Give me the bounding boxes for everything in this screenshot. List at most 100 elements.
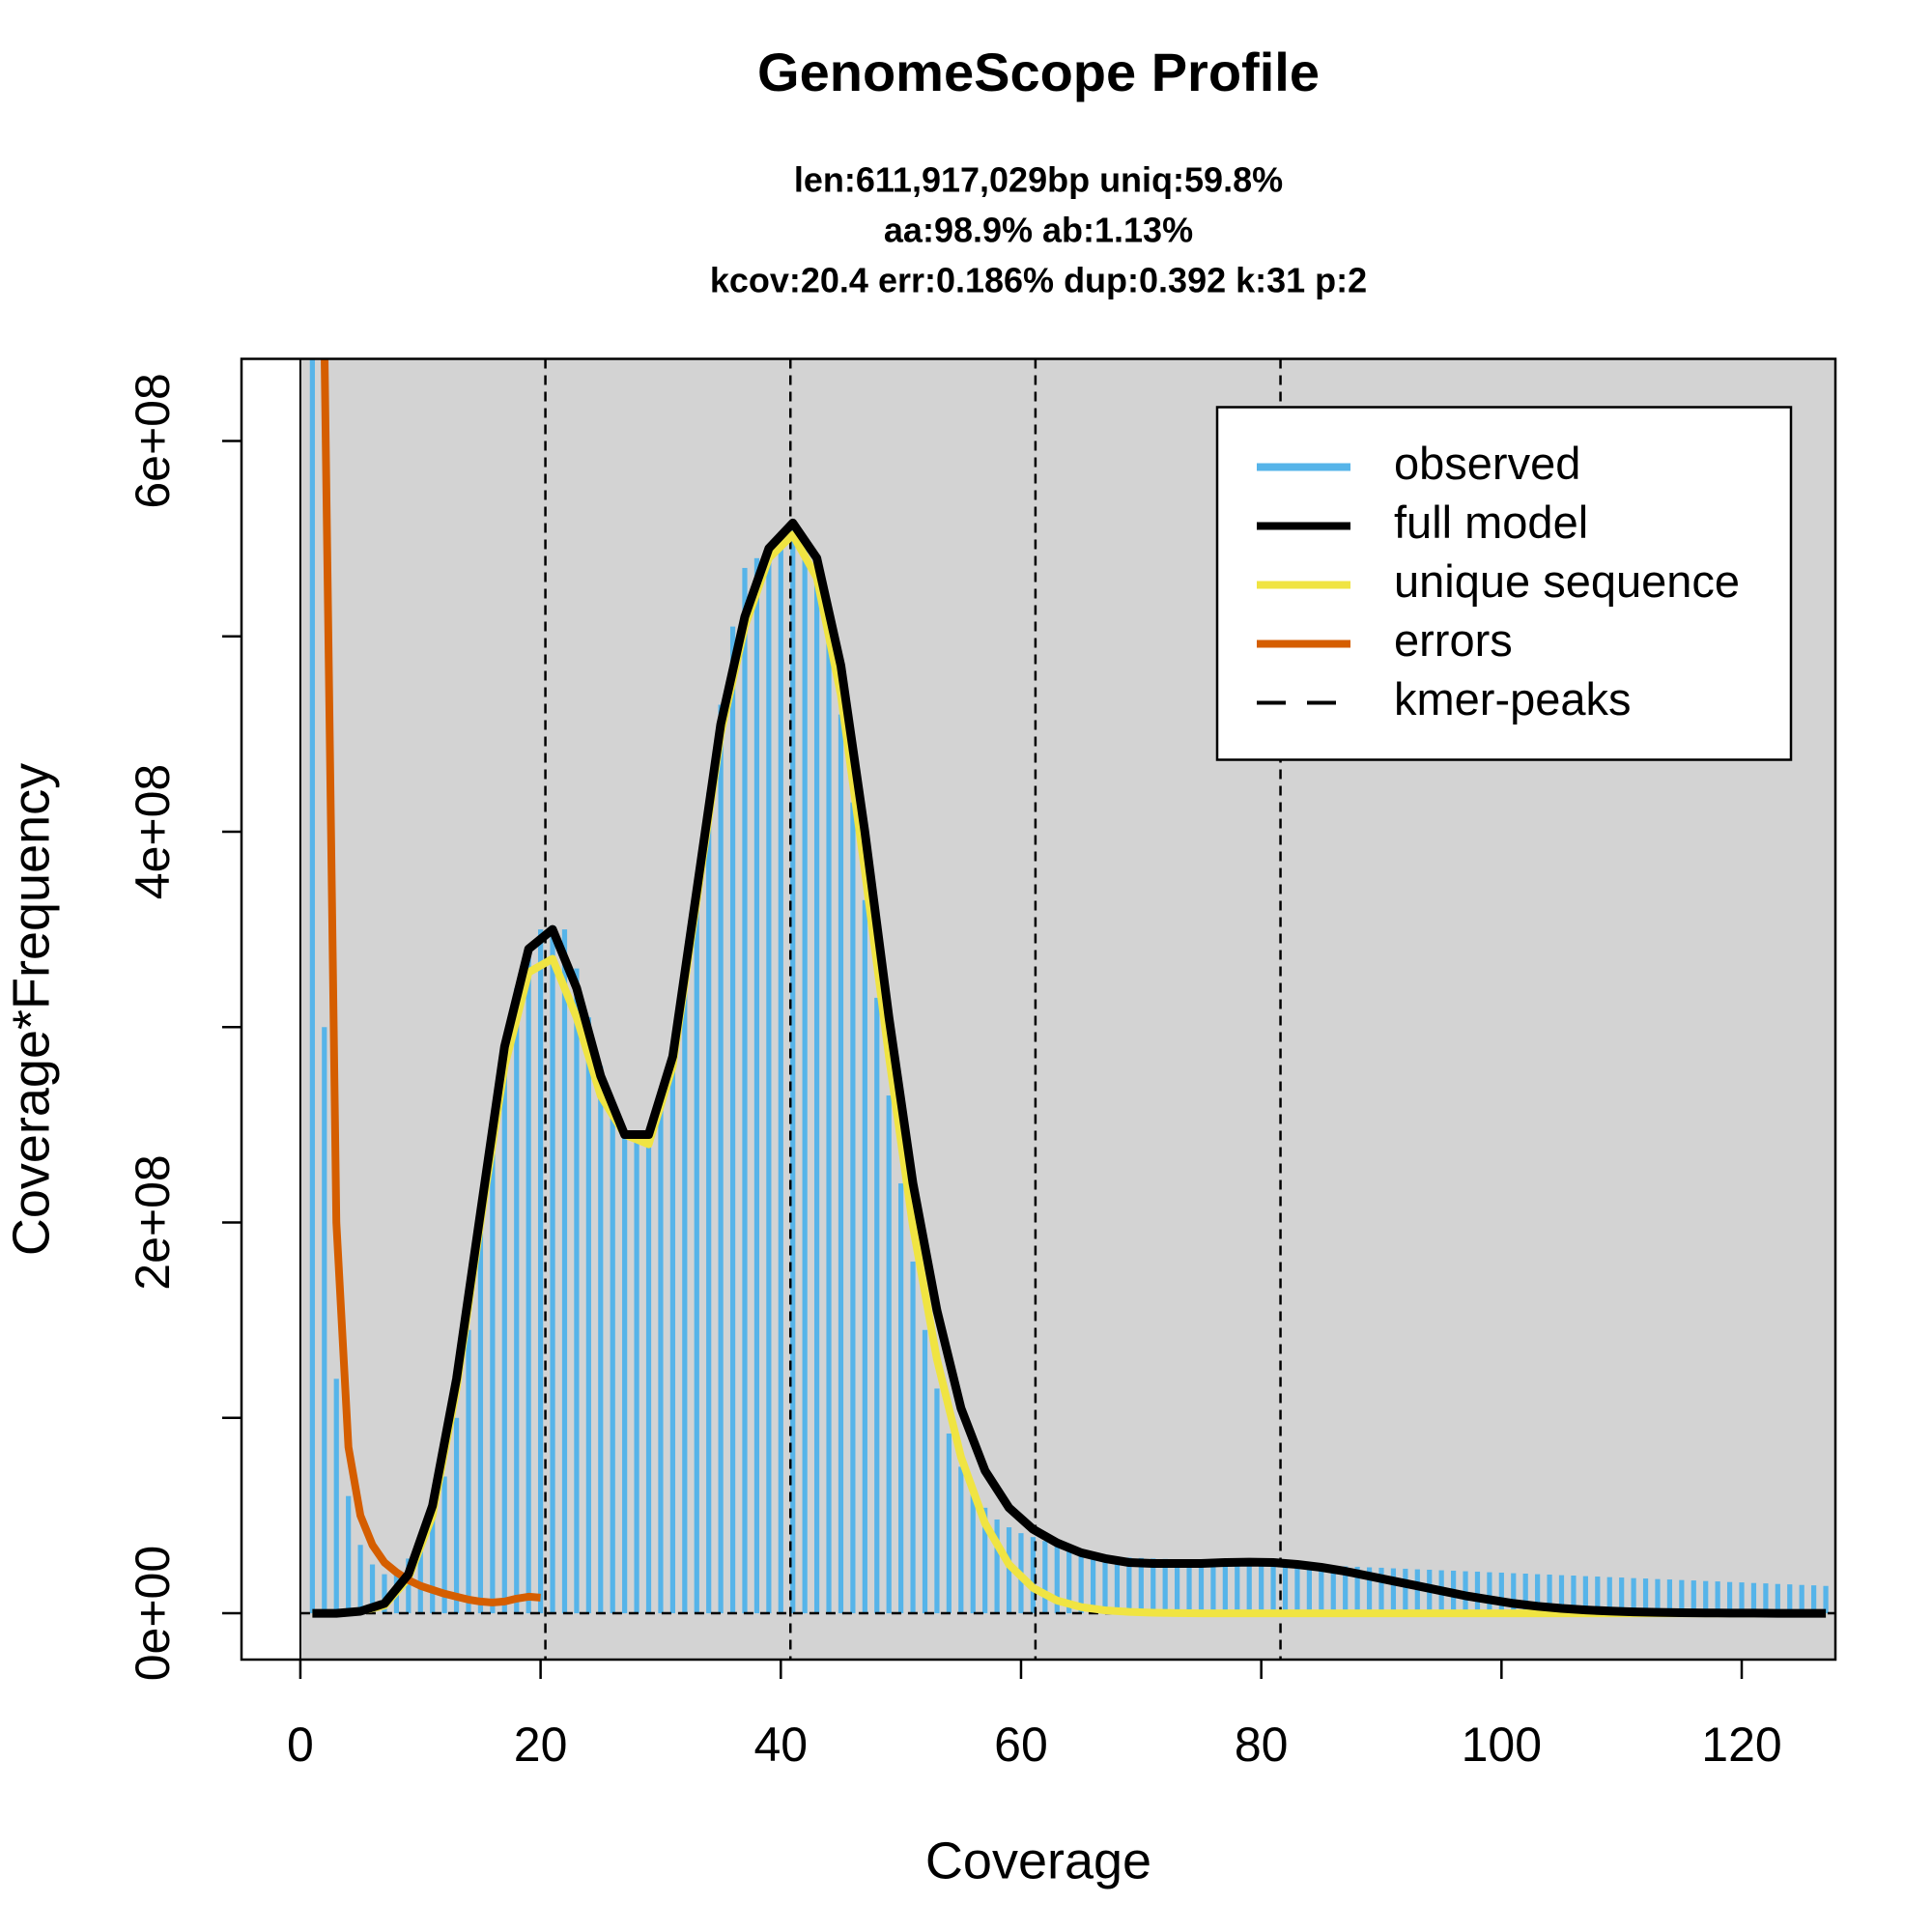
bar [1571, 1576, 1577, 1614]
bar [561, 929, 568, 1614]
bar [1390, 1568, 1397, 1614]
model-line [312, 518, 1827, 1618]
x-axis-label: Coverage [925, 1832, 1151, 1889]
bar [886, 1095, 892, 1614]
bar [526, 949, 531, 1614]
x-tick-label: 120 [1701, 1718, 1781, 1772]
bar [874, 997, 880, 1614]
bar [1186, 1559, 1192, 1614]
bar [826, 636, 832, 1614]
bar [1090, 1552, 1096, 1614]
bar [477, 1232, 484, 1614]
bar [1138, 1557, 1144, 1614]
bar [1414, 1569, 1420, 1614]
x-tick-label: 40 [753, 1718, 808, 1772]
x-tick-label: 100 [1462, 1718, 1542, 1772]
bar [1474, 1571, 1481, 1614]
bar [1126, 1557, 1132, 1614]
bar [1403, 1568, 1408, 1614]
bar [645, 1130, 652, 1614]
chart-title: GenomeScope Profile [757, 42, 1320, 102]
bar [778, 534, 783, 1614]
bar [309, 358, 315, 1614]
legend: observed full model unique sequence errors k… [1215, 406, 1793, 761]
bar [802, 538, 808, 1614]
bar [1487, 1572, 1492, 1614]
bar [1319, 1565, 1324, 1614]
bar [1750, 1582, 1757, 1614]
bar [1763, 1583, 1769, 1614]
bar [1715, 1581, 1720, 1614]
bar [1330, 1565, 1336, 1614]
legend-label: kmer-peaks [1394, 673, 1632, 724]
bar [1198, 1560, 1205, 1614]
bar [1151, 1558, 1156, 1614]
bar [453, 1417, 460, 1614]
bar [1703, 1580, 1709, 1614]
bar [1726, 1581, 1733, 1614]
bar [1739, 1582, 1745, 1614]
bar [1547, 1575, 1552, 1614]
bar [322, 1027, 327, 1614]
legend-label: errors [1394, 614, 1513, 666]
bar [682, 968, 688, 1614]
bar [1535, 1574, 1541, 1614]
bar [922, 1329, 928, 1614]
bar [501, 1046, 507, 1614]
bar [550, 925, 555, 1614]
bar [622, 1130, 628, 1614]
subtitle: aa:98.9% ab:1.13% [884, 211, 1193, 250]
bar [490, 1134, 496, 1614]
bar [1366, 1567, 1373, 1614]
bar [406, 1558, 412, 1614]
bar [910, 1261, 916, 1614]
bar [1042, 1541, 1048, 1614]
bar [958, 1466, 964, 1614]
bar [598, 1065, 604, 1614]
bar [1006, 1527, 1012, 1614]
bar [1642, 1578, 1649, 1614]
bar [417, 1545, 423, 1614]
bar [838, 714, 844, 1614]
bar [1511, 1573, 1517, 1614]
y-tick-label: 4e+08 [126, 764, 180, 899]
bar [970, 1490, 976, 1614]
bar [1175, 1559, 1180, 1614]
bar [369, 1564, 376, 1614]
bar [1066, 1548, 1072, 1614]
bar [610, 1105, 615, 1614]
bar [946, 1433, 952, 1614]
bar [441, 1476, 447, 1614]
bar [1259, 1562, 1264, 1614]
bar [1354, 1566, 1360, 1614]
bar [1282, 1563, 1289, 1614]
bar [382, 1574, 387, 1614]
bar [430, 1519, 436, 1614]
bar [1306, 1564, 1312, 1614]
bar [1343, 1566, 1349, 1614]
legend-label: unique sequence [1394, 555, 1740, 607]
model-line [321, 358, 541, 1606]
bar [766, 557, 772, 1614]
bar [1078, 1550, 1084, 1614]
bar [1631, 1577, 1636, 1614]
bar [466, 1329, 471, 1614]
bar [729, 626, 736, 1614]
bar [706, 792, 712, 1614]
bar [1498, 1572, 1504, 1614]
bar [1775, 1583, 1780, 1614]
bar [1246, 1562, 1252, 1614]
bar [898, 1183, 904, 1614]
y-tick-label: 2e+08 [126, 1154, 180, 1290]
bar [994, 1519, 1000, 1614]
bar [346, 1495, 352, 1614]
bar [1582, 1576, 1588, 1614]
plot-frame [240, 357, 1837, 1662]
bar [1619, 1577, 1625, 1614]
bar [585, 1017, 591, 1614]
bar [1666, 1579, 1673, 1614]
bar [790, 525, 796, 1614]
bar [982, 1507, 988, 1614]
bar [1102, 1554, 1108, 1614]
